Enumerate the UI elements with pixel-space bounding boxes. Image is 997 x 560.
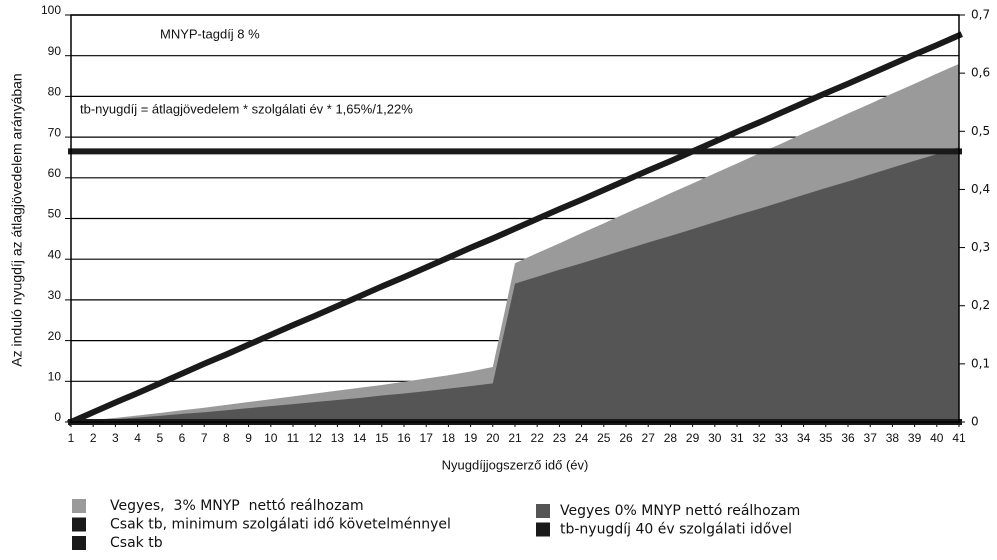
x-tick-label: 5 bbox=[156, 431, 163, 445]
x-tick-label: 39 bbox=[908, 431, 922, 445]
y2-tick-label: 0,4 bbox=[971, 182, 990, 196]
x-tick-label: 20 bbox=[486, 431, 500, 445]
x-tick-label: 32 bbox=[753, 431, 767, 445]
y-tick-label: 10 bbox=[48, 369, 62, 383]
x-tick-label: 1 bbox=[68, 431, 75, 445]
y-tick-label: 30 bbox=[48, 288, 62, 302]
legend-label: Vegyes, 3% MNYP nettó reálhozam bbox=[110, 498, 364, 514]
x-tick-label: 28 bbox=[664, 431, 678, 445]
x-tick-label: 19 bbox=[464, 431, 478, 445]
y2-tick-label: 0,5 bbox=[971, 124, 990, 138]
y2-tick-label: 0,3 bbox=[971, 240, 990, 254]
x-tick-label: 33 bbox=[775, 431, 789, 445]
x-tick-label: 25 bbox=[597, 431, 611, 445]
y-tick-label: 90 bbox=[48, 44, 62, 58]
x-tick-label: 10 bbox=[264, 431, 278, 445]
legend-swatch bbox=[72, 536, 86, 550]
x-tick-label: 16 bbox=[397, 431, 411, 445]
y2-tick-label: 0,1 bbox=[971, 356, 990, 370]
y2-tick-label: 0,7 bbox=[971, 8, 990, 22]
x-axis-label: Nyugdíjjogszerző idő (év) bbox=[442, 457, 589, 472]
x-tick-label: 37 bbox=[864, 431, 878, 445]
x-tick-label: 13 bbox=[331, 431, 345, 445]
x-tick-label: 31 bbox=[730, 431, 744, 445]
x-tick-label: 38 bbox=[886, 431, 900, 445]
x-tick-label: 22 bbox=[531, 431, 545, 445]
y-tick-label: 70 bbox=[48, 125, 62, 139]
x-tick-label: 24 bbox=[575, 431, 589, 445]
y-tick-label: 40 bbox=[48, 247, 62, 261]
x-tick-label: 40 bbox=[930, 431, 944, 445]
y-tick-label: 0 bbox=[54, 410, 61, 424]
y2-tick-label: 0 bbox=[971, 415, 979, 429]
x-tick-label: 6 bbox=[179, 431, 186, 445]
x-tick-label: 17 bbox=[420, 431, 434, 445]
x-tick-label: 26 bbox=[619, 431, 633, 445]
y-tick-label: 80 bbox=[48, 85, 62, 99]
area bbox=[71, 147, 959, 422]
legend-swatch bbox=[72, 517, 86, 532]
x-tick-label: 34 bbox=[797, 431, 811, 445]
y2-tick-label: 0,2 bbox=[971, 298, 990, 312]
y2-tick-label: 0,6 bbox=[971, 66, 990, 80]
x-tick-label: 7 bbox=[201, 431, 208, 445]
x-tick-label: 9 bbox=[245, 431, 252, 445]
x-tick-label: 12 bbox=[309, 431, 323, 445]
legend-swatch bbox=[536, 504, 550, 518]
x-tick-label: 41 bbox=[952, 431, 966, 445]
legend-label: Vegyes 0% MNYP nettó reálhozam bbox=[560, 503, 800, 519]
y-tick-label: 60 bbox=[48, 166, 62, 180]
annotation: tb-nyugdíj = átlagjövedelem * szolgálati… bbox=[80, 101, 413, 116]
y-tick-label: 20 bbox=[48, 329, 62, 343]
legend-label: Csak tb, minimum szolgálati idő követelm… bbox=[110, 517, 451, 533]
x-tick-label: 27 bbox=[642, 431, 656, 445]
x-tick-label: 29 bbox=[686, 431, 700, 445]
x-tick-label: 18 bbox=[442, 431, 456, 445]
y-axis-label: Az induló nyugdíj az átlagjövedelem arán… bbox=[9, 73, 25, 366]
legend-label: tb-nyugdíj 40 év szolgálati idővel bbox=[560, 522, 792, 538]
x-tick-label: 36 bbox=[841, 431, 855, 445]
x-tick-label: 8 bbox=[223, 431, 230, 445]
annotation: MNYP-tagdíj 8 % bbox=[160, 26, 260, 41]
x-tick-label: 4 bbox=[134, 431, 141, 445]
x-tick-label: 21 bbox=[508, 431, 522, 445]
legend-swatch bbox=[536, 522, 550, 537]
legend-swatch bbox=[72, 499, 86, 513]
x-tick-label: 2 bbox=[90, 431, 97, 445]
y-tick-label: 50 bbox=[48, 207, 62, 221]
x-tick-label: 30 bbox=[708, 431, 722, 445]
x-tick-label: 14 bbox=[353, 431, 367, 445]
x-tick-label: 35 bbox=[819, 431, 833, 445]
x-tick-label: 23 bbox=[553, 431, 567, 445]
line bbox=[67, 31, 963, 426]
x-tick-label: 11 bbox=[287, 431, 300, 445]
y-tick-label: 100 bbox=[41, 3, 61, 17]
x-tick-label: 15 bbox=[375, 431, 389, 445]
x-tick-label: 3 bbox=[112, 431, 119, 445]
legend-label: Csak tb bbox=[110, 535, 163, 551]
plot-frame bbox=[70, 14, 960, 423]
